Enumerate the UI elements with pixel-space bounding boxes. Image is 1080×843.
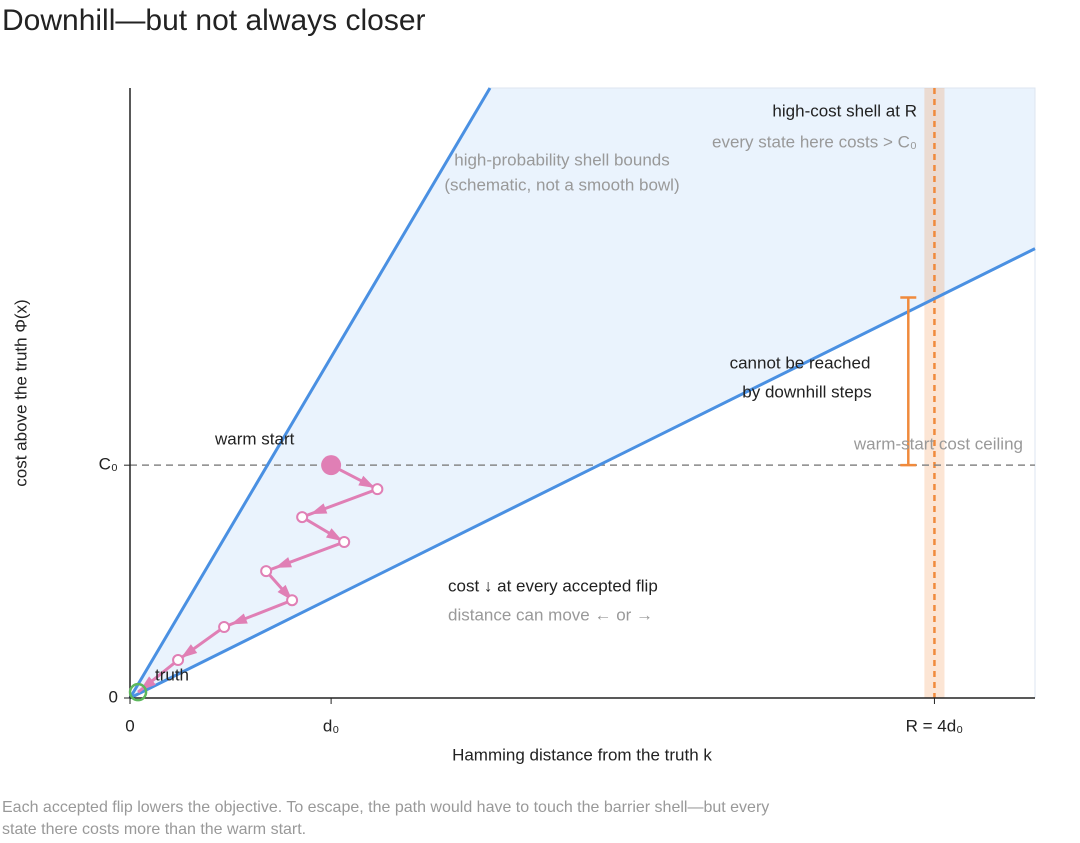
barrier-title: high-cost shell at R: [772, 101, 917, 120]
ceiling-label: warm-start cost ceiling: [853, 434, 1023, 453]
path-note: cost ↓ at every accepted flip: [448, 576, 658, 595]
shell-bound: [129, 247, 1036, 700]
path-point: [371, 483, 384, 496]
plot-frame: [489, 87, 1036, 698]
arrow-head: [325, 528, 343, 542]
shell-region: [130, 88, 1035, 698]
arrow-head: [274, 557, 292, 568]
warm-start-point: [321, 455, 342, 476]
x-tick-label: 0: [125, 716, 134, 735]
path-point: [296, 511, 309, 524]
shell-bound: [128, 87, 492, 699]
arrow-head: [180, 644, 198, 659]
warm-start-label: warm start: [214, 429, 295, 448]
path-point: [286, 594, 299, 607]
unreachable-label: cannot be reached: [730, 353, 871, 372]
shell-note: high-probability shell bounds: [454, 150, 669, 169]
x-axis-label: Hamming distance from the truth k: [452, 745, 712, 764]
unreachable-label: by downhill steps: [742, 382, 871, 401]
x-tick-label: d₀: [323, 716, 340, 735]
x-tick-label: R = 4d₀: [906, 716, 964, 735]
arrow-head: [230, 613, 248, 625]
arrow-head: [358, 475, 376, 489]
truth-label: truth: [155, 665, 189, 684]
caption: Each accepted flip lowers the objective.…: [2, 799, 769, 816]
path-point: [172, 654, 185, 667]
shell-note: (schematic, not a smooth bowl): [444, 175, 679, 194]
path-point: [260, 565, 273, 578]
path-point: [338, 536, 351, 549]
y-tick-label: C₀: [99, 455, 118, 474]
arrow-head: [310, 503, 328, 515]
path-point: [218, 620, 231, 633]
caption: state there costs more than the warm sta…: [2, 821, 306, 838]
path-note: distance can move ← or →: [448, 605, 653, 624]
chart-title: Downhill—but not always closer: [2, 4, 426, 37]
y-tick-label: 0: [109, 687, 118, 706]
barrier-note: every state here costs > C₀: [712, 132, 917, 151]
barrier-band: [924, 88, 945, 698]
y-axis-label: cost above the truth Φ(x): [11, 299, 30, 486]
truth-point: [128, 682, 148, 702]
